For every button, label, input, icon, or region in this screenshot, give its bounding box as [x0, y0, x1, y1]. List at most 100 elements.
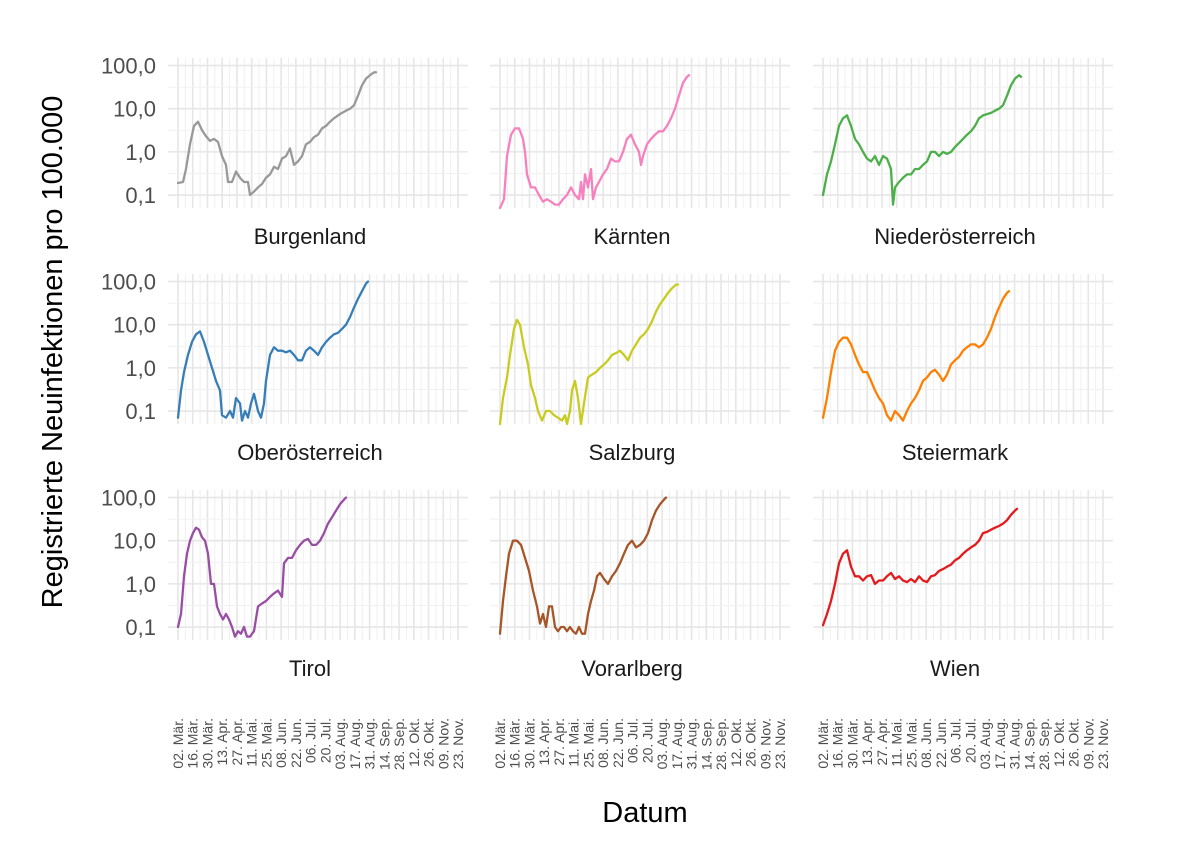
y-tick-label: 0,1: [125, 615, 156, 640]
x-tick-label: 14. Sep.: [376, 718, 392, 770]
x-tick-label: 13. Apr.: [536, 718, 552, 765]
x-tick-label: 23. Nov.: [772, 718, 788, 769]
x-tick-label: 09. Nov.: [1080, 718, 1096, 769]
x-tick-label: 09. Nov.: [757, 718, 773, 769]
x-tick-label: 03. Aug.: [654, 718, 670, 769]
x-tick-label: 13. Apr.: [214, 718, 230, 765]
series-line-salzburg: [498, 283, 680, 426]
panel-kärnten: [490, 58, 790, 210]
series-line-steiermark: [821, 290, 1011, 422]
y-tick-label: 0,1: [125, 183, 156, 208]
x-tick-label: 27. Apr.: [229, 718, 245, 765]
x-tick-label: 08. Jun.: [918, 718, 934, 768]
x-tick-label: 28. Sep.: [1036, 718, 1052, 770]
x-tick-label: 20. Jul.: [962, 718, 978, 763]
x-axis-title: Datum: [602, 797, 687, 829]
x-tick-label: 09. Nov.: [435, 718, 451, 769]
x-tick-label: 14. Sep.: [698, 718, 714, 770]
x-tick-label: 25. Mai.: [903, 718, 919, 768]
x-tick-label: 03. Aug.: [332, 718, 348, 769]
x-tick-label: 02. Mär.: [170, 718, 186, 769]
x-tick-label: 02. Mär.: [815, 718, 831, 769]
y-tick-labels: 0,1 1,0 10,0 100,0 0,1 1,0 10,0 100,0 0,1 1,0 10,0…: [101, 54, 156, 640]
x-tick-label: 02. Mär.: [492, 718, 508, 769]
x-tick-label: 23. Nov.: [1095, 718, 1111, 769]
y-tick-label: 1,0: [125, 140, 156, 165]
y-tick-label: 100,0: [101, 54, 156, 79]
x-tick-label: 03. Aug.: [977, 718, 993, 769]
x-tick-label: 31. Aug.: [1007, 718, 1023, 769]
series-line-vorarlberg: [498, 496, 668, 635]
facet-label: Salzburg: [589, 440, 676, 465]
series-line-niederösterreich: [821, 74, 1023, 206]
facet-label: Tirol: [289, 656, 331, 681]
facet-label: Wien: [930, 656, 980, 681]
panel-niederösterreich: [813, 58, 1113, 208]
y-tick-label: 100,0: [101, 270, 156, 295]
x-tick-label: 30. Mär.: [200, 718, 216, 769]
x-tick-label: 28. Sep.: [391, 718, 407, 770]
panel-oberösterreich: [168, 274, 468, 424]
x-tick-label: 06. Jul.: [948, 718, 964, 763]
x-tick-label: 12. Okt.: [728, 718, 744, 767]
x-tick-label: 11. Mai.: [244, 718, 260, 767]
series-line-tirol: [176, 496, 348, 638]
y-tick-label: 1,0: [125, 356, 156, 381]
series-line-oberösterreich: [176, 280, 370, 422]
x-tick-label: 23. Nov.: [450, 718, 466, 769]
x-tick-label: 16. Mär.: [830, 718, 846, 769]
facet-label: Kärnten: [593, 224, 670, 249]
x-tick-label: 06. Jul.: [625, 718, 641, 763]
y-axis-title: Registrierte Neuinfektionen pro 100.000: [37, 96, 69, 609]
x-tick-label: 31. Aug.: [684, 718, 700, 769]
x-tick-label: 08. Jun.: [273, 718, 289, 768]
x-tick-label: 22. Jun.: [288, 718, 304, 768]
x-tick-label: 25. Mai.: [258, 718, 274, 768]
x-tick-label: 17. Aug.: [992, 718, 1008, 769]
facet-label: Niederösterreich: [874, 224, 1035, 249]
x-tick-label: 20. Jul.: [639, 718, 655, 763]
panel-tirol: [168, 490, 468, 640]
x-tick-label: 31. Aug.: [362, 718, 378, 769]
x-tick-label: 27. Apr.: [874, 718, 890, 765]
x-tick-label: 22. Jun.: [933, 718, 949, 768]
facet-label: Steiermark: [902, 440, 1009, 465]
x-tick-label: 30. Mär.: [845, 718, 861, 769]
series-line-kärnten: [498, 74, 691, 210]
x-tick-label: 28. Sep.: [713, 718, 729, 770]
x-tick-label: 26. Okt.: [421, 718, 437, 767]
x-tick-label: 16. Mär.: [507, 718, 523, 769]
y-tick-label: 10,0: [113, 97, 156, 122]
x-tick-label: 17. Aug.: [347, 718, 363, 769]
x-tick-label: 25. Mai.: [580, 718, 596, 768]
panel-wien: [813, 490, 1113, 640]
x-tick-label: 27. Apr.: [551, 718, 567, 765]
x-tick-label: 08. Jun.: [595, 718, 611, 768]
panel-burgenland: [168, 58, 468, 208]
x-tick-label: 13. Apr.: [859, 718, 875, 765]
facet-strip-labels: Burgenland Kärnten Niederösterreich Oberöst…: [237, 224, 1035, 681]
x-tick-label: 11. Mai.: [889, 718, 905, 767]
y-tick-label: 1,0: [125, 572, 156, 597]
x-tick-labels: 02. Mär.16. Mär.30. Mär.13. Apr.27. Apr.…: [170, 718, 1111, 770]
panel-salzburg: [490, 274, 790, 426]
x-tick-label: 20. Jul.: [317, 718, 333, 763]
x-tick-label: 30. Mär.: [522, 718, 538, 769]
y-tick-label: 100,0: [101, 486, 156, 511]
facet-label: Burgenland: [254, 224, 367, 249]
x-tick-label: 22. Jun.: [610, 718, 626, 768]
x-tick-label: 12. Okt.: [406, 718, 422, 767]
x-tick-label: 11. Mai.: [566, 718, 582, 767]
x-tick-label: 12. Okt.: [1051, 718, 1067, 767]
x-tick-label: 14. Sep.: [1021, 718, 1037, 770]
facet-label: Vorarlberg: [581, 656, 683, 681]
x-tick-label: 17. Aug.: [669, 718, 685, 769]
x-tick-label: 26. Okt.: [743, 718, 759, 767]
y-tick-label: 0,1: [125, 399, 156, 424]
series-line-burgenland: [176, 71, 378, 197]
y-tick-label: 10,0: [113, 313, 156, 338]
facet-label: Oberösterreich: [237, 440, 383, 465]
panel-vorarlberg: [490, 490, 790, 640]
series-line-wien: [821, 507, 1019, 627]
